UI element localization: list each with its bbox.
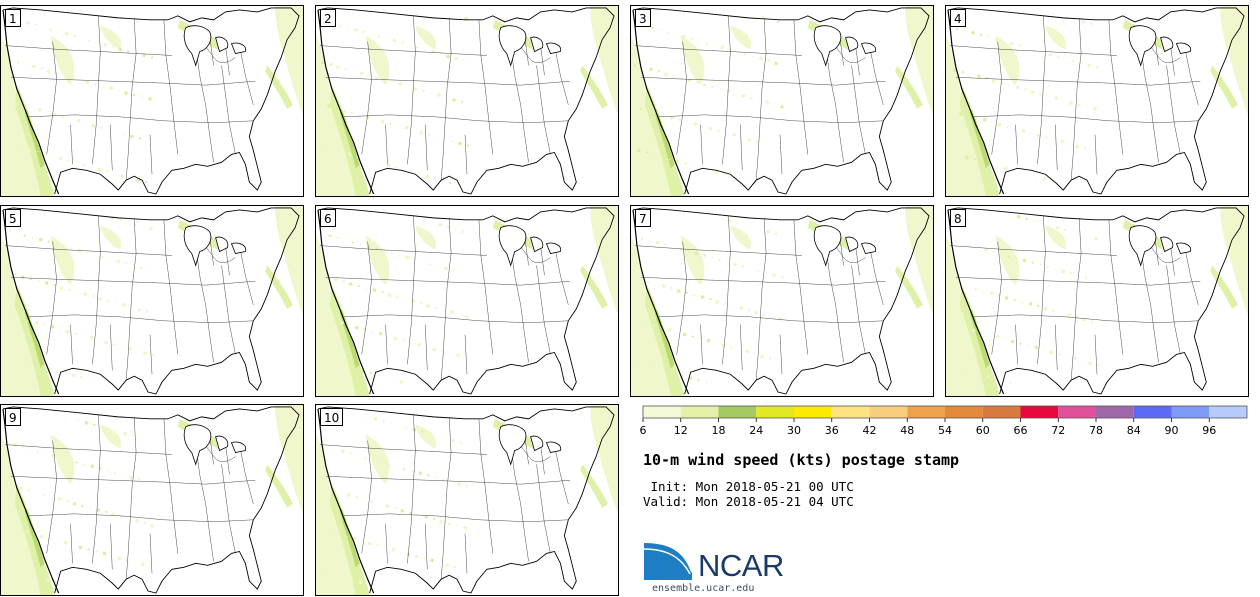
ensemble-member-panel: 4 — [945, 5, 1249, 197]
ensemble-member-panel: 2 — [315, 5, 619, 197]
legend-tick-label: 54 — [938, 424, 952, 437]
legend-color-bar — [642, 405, 1248, 422]
ensemble-member-panel: 6 — [315, 205, 619, 397]
legend-tick-label: 90 — [1164, 424, 1179, 437]
legend-swatch — [1171, 406, 1210, 418]
member-number-label: 4 — [950, 9, 966, 27]
legend-swatch — [680, 406, 719, 418]
legend-swatch — [1096, 406, 1134, 418]
legend-swatch — [869, 406, 908, 418]
member-number-label: 1 — [5, 9, 21, 27]
wind-speed-map — [631, 206, 933, 396]
ensemble-member-panel: 8 — [945, 205, 1249, 397]
legend-tick-label: 96 — [1202, 424, 1217, 437]
legend-swatch — [756, 406, 794, 418]
wind-speed-map — [946, 206, 1248, 396]
color-scale-legend: 6 12 18 24 30 36 42 48 54 60 66 72 78 84 90 96 — [639, 405, 1248, 437]
member-number-label: 3 — [635, 9, 651, 27]
legend-swatch — [982, 406, 1021, 418]
legend-tick-label: 36 — [824, 424, 839, 437]
legend-tick-label: 30 — [787, 424, 801, 437]
legend-swatch — [1058, 406, 1096, 418]
legend-tick-label: 60 — [975, 424, 990, 437]
legend-tick-label: 72 — [1051, 424, 1066, 437]
legend-swatch — [831, 406, 870, 418]
ensemble-member-panel: 10 — [315, 404, 619, 596]
wind-speed-map — [316, 6, 618, 196]
legend-swatch — [1133, 406, 1172, 418]
legend-tick-label: 12 — [673, 424, 688, 437]
legend-tick-label: 78 — [1089, 424, 1103, 437]
legend-swatch — [718, 406, 757, 418]
legend-swatch — [907, 406, 945, 418]
wind-speed-map — [316, 206, 618, 396]
ensemble-member-panel: 3 — [630, 5, 934, 197]
member-number-label: 5 — [5, 209, 21, 227]
wind-speed-map — [1, 405, 303, 595]
wind-speed-map — [1, 206, 303, 396]
member-number-label: 10 — [320, 408, 344, 426]
member-number-label: 8 — [950, 209, 966, 227]
init-time: Init: Mon 2018-05-21 00 UTC — [643, 479, 854, 494]
legend-swatch — [643, 406, 681, 418]
wind-speed-map — [946, 6, 1248, 196]
wind-speed-map — [316, 405, 618, 595]
legend-tick-label: 48 — [900, 424, 915, 437]
legend-tick-label: 84 — [1126, 424, 1141, 437]
ncar-logo-icon — [643, 541, 693, 580]
ensemble-member-panel: 5 — [0, 205, 304, 397]
wind-speed-map — [631, 6, 933, 196]
ensemble-member-panel: 7 — [630, 205, 934, 397]
ncar-logo-text: NCAR — [698, 548, 784, 583]
valid-time: Valid: Mon 2018-05-21 04 UTC — [643, 494, 854, 509]
legend-swatch — [794, 406, 832, 418]
legend-tick-label: 18 — [711, 424, 726, 437]
legend-tick-label: 24 — [749, 424, 764, 437]
ensemble-member-panel: 1 — [0, 5, 304, 197]
wind-speed-map — [1, 6, 303, 196]
legend-swatch — [1020, 406, 1059, 418]
legend-tick-label: 6 — [639, 424, 647, 437]
member-number-label: 9 — [5, 408, 21, 426]
plot-title: 10-m wind speed (kts) postage stamp — [643, 451, 960, 469]
ensemble-member-panel: 9 — [0, 404, 304, 596]
member-number-label: 2 — [320, 9, 336, 27]
legend-tick-label: 42 — [862, 424, 877, 437]
legend-swatch — [945, 406, 983, 418]
member-number-label: 6 — [320, 209, 336, 227]
member-number-label: 7 — [635, 209, 651, 227]
site-url: ensemble.ucar.edu — [652, 583, 755, 594]
legend-tick-label: 66 — [1013, 424, 1028, 437]
legend-swatch — [1209, 406, 1247, 418]
